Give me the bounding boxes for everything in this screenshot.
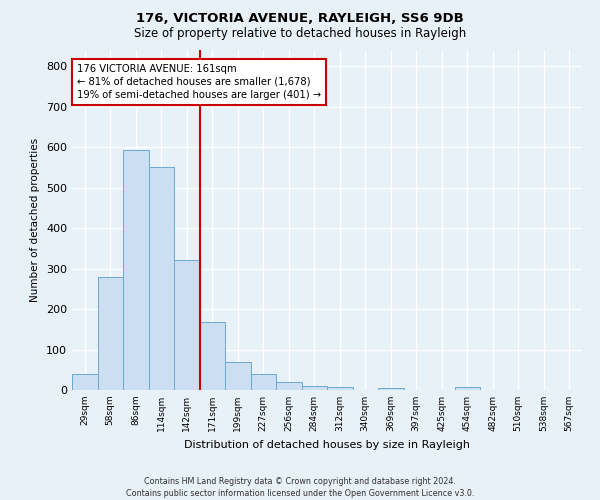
Bar	[199, 322, 225, 390]
Bar	[378, 388, 404, 390]
Bar	[174, 260, 199, 390]
Bar	[72, 374, 97, 390]
Bar	[97, 278, 123, 390]
Text: 176 VICTORIA AVENUE: 161sqm
← 81% of detached houses are smaller (1,678)
19% of : 176 VICTORIA AVENUE: 161sqm ← 81% of det…	[77, 64, 321, 100]
Bar	[276, 382, 302, 390]
Y-axis label: Number of detached properties: Number of detached properties	[31, 138, 40, 302]
Bar	[302, 386, 327, 390]
Bar	[149, 168, 174, 390]
Text: Size of property relative to detached houses in Rayleigh: Size of property relative to detached ho…	[134, 28, 466, 40]
Bar	[251, 374, 276, 390]
Bar	[327, 387, 353, 390]
Bar	[455, 387, 480, 390]
Text: Contains HM Land Registry data © Crown copyright and database right 2024.
Contai: Contains HM Land Registry data © Crown c…	[126, 476, 474, 498]
Bar	[123, 150, 149, 390]
Text: 176, VICTORIA AVENUE, RAYLEIGH, SS6 9DB: 176, VICTORIA AVENUE, RAYLEIGH, SS6 9DB	[136, 12, 464, 26]
X-axis label: Distribution of detached houses by size in Rayleigh: Distribution of detached houses by size …	[184, 440, 470, 450]
Bar	[225, 362, 251, 390]
